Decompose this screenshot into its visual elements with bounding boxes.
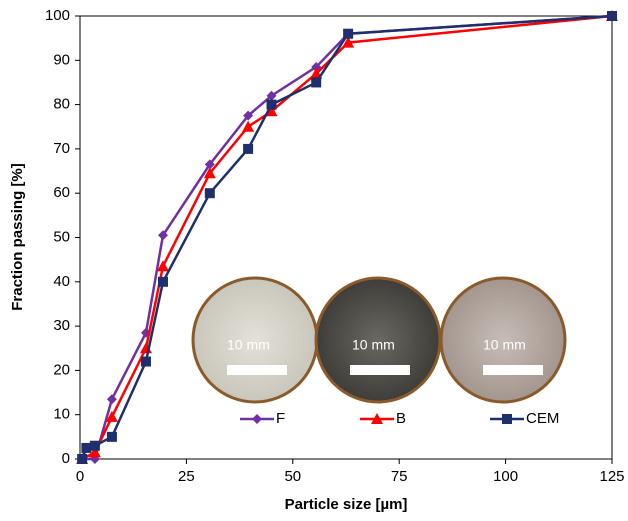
y-tick-label: 70 — [53, 140, 70, 157]
y-tick-label: 10 — [53, 406, 70, 423]
legend-marker — [502, 414, 512, 424]
annotation: 10 mm — [352, 337, 395, 353]
x-tick-label: 0 — [76, 468, 84, 485]
chart: 10 mm 10 mm 10 mm Particle size [µm] Fra… — [0, 0, 628, 521]
marker — [107, 432, 117, 442]
marker — [311, 77, 321, 87]
y-axis-label: Fraction passing [%] — [9, 163, 26, 311]
scale-bar — [483, 365, 543, 375]
y-tick-label: 40 — [53, 273, 70, 290]
photos: 10 mm 10 mm 10 mm — [193, 278, 565, 402]
x-tick-label: 100 — [493, 468, 518, 485]
annotation: 10 mm — [483, 337, 526, 353]
scale-bar — [350, 365, 410, 375]
x-tick-label: 125 — [599, 468, 624, 485]
marker — [107, 394, 117, 404]
y-tick-label: 100 — [45, 7, 70, 24]
y-tick-label: 90 — [53, 51, 70, 68]
marker — [77, 454, 87, 464]
y-tick-label: 60 — [53, 184, 70, 201]
marker — [81, 443, 91, 453]
legend-label: CEM — [526, 410, 559, 427]
y-tick-label: 0 — [62, 450, 70, 467]
legend-label: F — [276, 410, 285, 427]
marker — [205, 188, 215, 198]
legend-label: B — [396, 410, 406, 427]
marker — [243, 144, 253, 154]
x-axis-label: Particle size [µm] — [285, 496, 408, 513]
y-tick-label: 80 — [53, 96, 70, 113]
marker — [267, 100, 277, 110]
marker — [607, 11, 617, 21]
x-tick-label: 75 — [391, 468, 408, 485]
legend-marker — [252, 414, 262, 424]
marker — [141, 357, 151, 367]
x-tick-label: 50 — [284, 468, 301, 485]
marker — [343, 29, 353, 39]
y-tick-label: 30 — [53, 317, 70, 334]
annotation: 10 mm — [227, 337, 270, 353]
marker — [90, 441, 100, 451]
x-tick-label: 25 — [178, 468, 195, 485]
y-tick-label: 20 — [53, 361, 70, 378]
y-tick-label: 50 — [53, 228, 70, 245]
scale-bar — [227, 365, 287, 375]
marker — [158, 277, 168, 287]
